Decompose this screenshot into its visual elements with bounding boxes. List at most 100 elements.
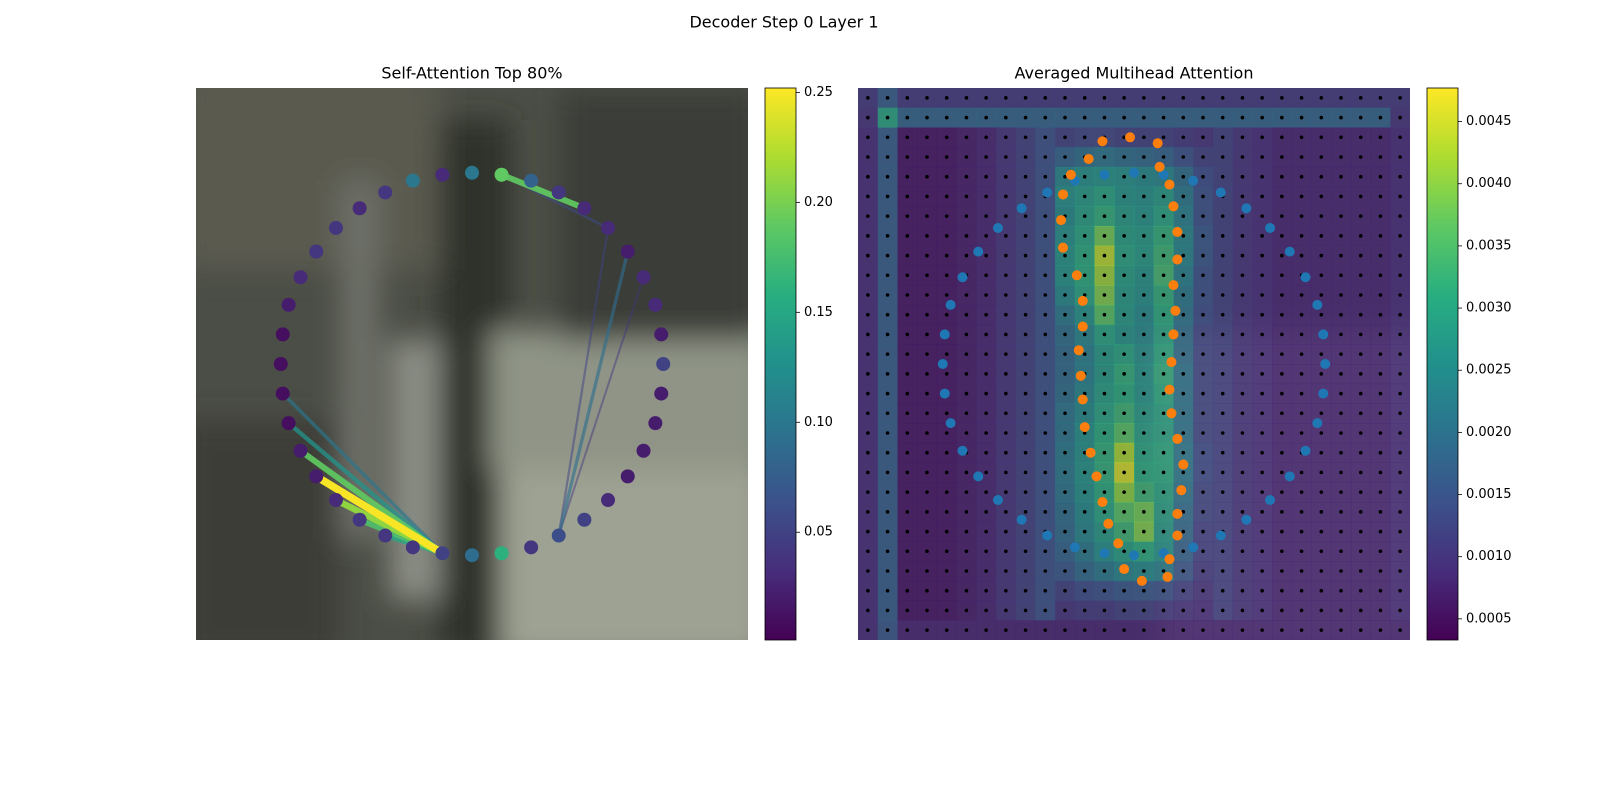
grid-dot (1142, 549, 1146, 554)
grid-dot (1043, 253, 1048, 258)
grid-dot (1398, 253, 1402, 258)
keypoint (1158, 169, 1169, 180)
grid-dot (1004, 510, 1008, 514)
grid-dot (1142, 253, 1146, 258)
keypoint (293, 270, 308, 285)
keypoint (577, 201, 592, 216)
predicted-point (1168, 280, 1179, 291)
grid-dot (866, 135, 870, 140)
grid-dot (964, 293, 969, 297)
grid-dot (1004, 529, 1008, 534)
grid-dot (1319, 628, 1324, 632)
grid-dot (1161, 431, 1166, 435)
grid-dot (1378, 253, 1383, 258)
grid-dot (1142, 470, 1146, 475)
grid-dot (1161, 293, 1166, 297)
grid-dot (944, 155, 949, 159)
grid-dot (1063, 549, 1067, 554)
grid-dot (1004, 293, 1008, 297)
grid-dot (1240, 628, 1245, 632)
grid-dot (1280, 549, 1284, 554)
grid-dot (1220, 608, 1225, 613)
grid-dot (885, 588, 890, 593)
grid-dot (1023, 214, 1028, 218)
grid-dot (1398, 234, 1402, 238)
grid-dot (1102, 391, 1107, 396)
grid-dot (1181, 391, 1186, 396)
grid-dot (1358, 628, 1363, 632)
grid-dot (1398, 194, 1402, 199)
grid-dot (1339, 490, 1343, 494)
grid-dot (1142, 608, 1146, 613)
keypoint (1284, 471, 1295, 482)
keypoint (654, 327, 669, 342)
grid-dot (1201, 450, 1205, 455)
grid-dot (925, 372, 929, 376)
keypoint (1188, 175, 1199, 186)
grid-dot (1280, 155, 1284, 159)
grid-dot (1023, 293, 1028, 297)
grid-dot (925, 115, 929, 120)
grid-dot (1082, 588, 1087, 593)
grid-dot (964, 234, 969, 238)
grid-dot (1063, 115, 1067, 120)
grid-dot (1398, 312, 1402, 317)
grid-dot (1004, 608, 1008, 613)
grid-dot (1358, 96, 1363, 100)
grid-dot (1142, 332, 1146, 337)
grid-dot (1378, 569, 1383, 573)
grid-dot (1161, 312, 1166, 317)
grid-dot (1398, 549, 1402, 554)
keypoint (435, 167, 450, 182)
grid-dot (925, 174, 929, 179)
grid-dot (1201, 312, 1205, 317)
grid-dot (964, 155, 969, 159)
grid-dot (1339, 569, 1343, 573)
grid-dot (866, 628, 870, 632)
grid-dot (1181, 332, 1186, 337)
grid-dot (944, 608, 949, 613)
grid-dot (925, 490, 929, 494)
grid-dot (1319, 312, 1324, 317)
grid-dot (1378, 352, 1383, 356)
grid-dot (1004, 96, 1008, 100)
grid-dot (885, 332, 890, 337)
keypoint (273, 357, 288, 371)
grid-dot (1122, 608, 1126, 613)
grid-dot (944, 194, 949, 199)
grid-dot (1358, 194, 1363, 199)
grid-dot (1122, 372, 1126, 376)
grid-dot (1358, 352, 1363, 356)
grid-dot (1240, 214, 1245, 218)
grid-dot (905, 273, 910, 278)
grid-dot (1063, 174, 1067, 179)
grid-dot (1122, 194, 1126, 199)
grid-dot (905, 312, 910, 317)
grid-dot (1023, 431, 1028, 435)
grid-dot (1102, 608, 1107, 613)
grid-dot (1063, 510, 1067, 514)
grid-dot (944, 549, 949, 554)
keypoint (992, 222, 1003, 233)
colorbar-tick-label: 0.10 (804, 415, 833, 430)
grid-dot (925, 431, 929, 435)
grid-dot (885, 569, 890, 573)
grid-dot (1161, 96, 1166, 100)
grid-dot (1201, 174, 1205, 179)
grid-dot (905, 450, 910, 455)
grid-dot (1142, 490, 1146, 494)
grid-dot (925, 411, 929, 416)
keypoint (945, 299, 956, 310)
grid-dot (1358, 234, 1363, 238)
grid-dot (1082, 490, 1087, 494)
grid-dot (1358, 431, 1363, 435)
grid-dot (1339, 312, 1343, 317)
keypoint (309, 469, 324, 484)
grid-dot (1220, 628, 1225, 632)
keypoint (957, 272, 968, 283)
grid-dot (925, 470, 929, 475)
grid-dot (1319, 273, 1324, 278)
grid-dot (1299, 549, 1304, 554)
grid-dot (1122, 529, 1126, 534)
